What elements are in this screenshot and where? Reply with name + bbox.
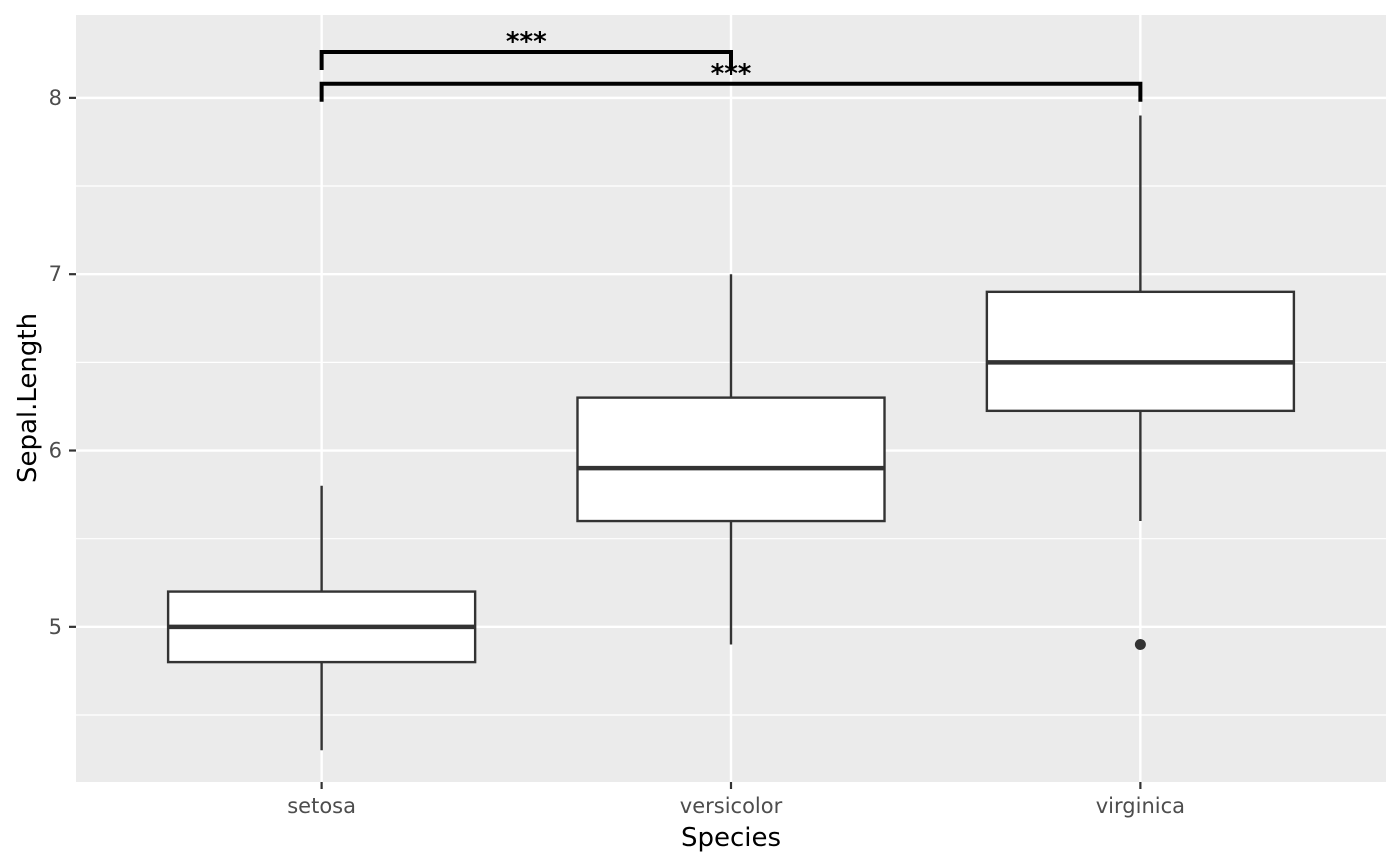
y-tick-label: 8 — [49, 86, 62, 110]
x-axis-title: Species — [681, 823, 781, 853]
box-iqr — [576, 396, 886, 523]
box-setosa — [166, 485, 477, 751]
significance-bracket: *** — [319, 27, 733, 71]
x-tick-label: versicolor — [680, 794, 783, 818]
bracket-line — [319, 81, 1143, 102]
significance-bracket: *** — [319, 59, 1143, 102]
significance-label: *** — [506, 27, 547, 57]
x-tick-label: virginica — [1096, 794, 1185, 818]
x-axis: setosa versicolor virginica — [287, 782, 1185, 818]
box-virginica — [985, 115, 1296, 650]
bracket-line — [319, 50, 733, 71]
box-iqr — [985, 290, 1296, 413]
y-tick-label: 7 — [49, 262, 62, 286]
x-tick-label: setosa — [287, 794, 356, 818]
y-tick-label: 6 — [49, 439, 62, 463]
box-versicolor — [576, 274, 886, 645]
significance-label: *** — [711, 59, 752, 89]
y-axis-title: Sepal.Length — [13, 313, 43, 483]
y-tick-label: 5 — [49, 615, 62, 639]
outlier-point — [1134, 638, 1146, 650]
significance-brackets: *** *** — [319, 27, 1143, 102]
boxes — [166, 115, 1296, 751]
y-axis: 5 6 7 8 — [49, 86, 76, 639]
